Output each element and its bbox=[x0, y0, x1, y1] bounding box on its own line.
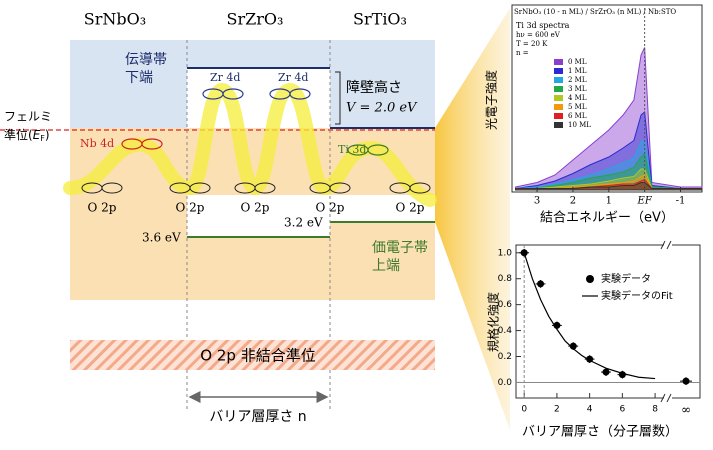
legend-label: 1 ML bbox=[568, 67, 587, 75]
data-point bbox=[682, 377, 690, 385]
d-orbitals bbox=[121, 88, 389, 156]
legend-label: 5 ML bbox=[568, 103, 587, 111]
x-axis-label: バリア層厚さ（分子層数） bbox=[522, 425, 678, 440]
o2p-label: O 2p bbox=[88, 201, 117, 215]
orbital-label: Ti 3d bbox=[338, 143, 366, 156]
legend-swatch bbox=[554, 68, 563, 74]
thickness-label: バリア層厚さ n bbox=[209, 409, 306, 425]
legend-marker bbox=[586, 275, 594, 283]
data-point bbox=[618, 371, 626, 379]
break-mark bbox=[660, 240, 672, 403]
x-tick-label: 8 bbox=[652, 405, 658, 415]
x-tick-label: 2 bbox=[554, 405, 560, 415]
data-point bbox=[602, 368, 610, 376]
y-axis-label: 光電子強度 bbox=[484, 70, 499, 130]
legend-swatch bbox=[554, 113, 563, 119]
legend-swatch bbox=[554, 59, 563, 65]
column-label: SrZrO₃ bbox=[227, 10, 284, 29]
cb-label: 下端 bbox=[125, 70, 153, 86]
x-tick-label: -1 bbox=[676, 196, 686, 207]
data-point bbox=[520, 249, 528, 257]
annotation: T = 20 K bbox=[516, 40, 548, 48]
legend-swatch bbox=[554, 86, 563, 92]
axis-break bbox=[664, 240, 672, 403]
x-tick-label: 4 bbox=[587, 405, 593, 415]
nonbonding-label: O 2p 非結合準位 bbox=[200, 347, 315, 365]
gap-label: 3.6 eV bbox=[142, 231, 181, 245]
o2p-label: O 2p bbox=[396, 201, 425, 215]
data-point bbox=[586, 355, 594, 363]
column-label: SrNbO₃ bbox=[84, 10, 146, 29]
gap-label: 3.2 eV bbox=[284, 216, 323, 230]
legend-swatch bbox=[554, 95, 563, 101]
annotation: hν = 600 eV bbox=[516, 31, 561, 39]
orbital-label: Nb 4d bbox=[80, 137, 114, 150]
orbital-label: Zr 4d bbox=[210, 71, 240, 84]
data-point bbox=[569, 342, 577, 350]
y-tick-label: 0.2 bbox=[498, 352, 512, 362]
plot-frame bbox=[511, 4, 703, 193]
plot-frame bbox=[515, 244, 701, 399]
legend-label: 0 ML bbox=[568, 58, 587, 66]
x-tick-label: ∞ bbox=[681, 403, 691, 417]
o2p-label: O 2p bbox=[176, 201, 205, 215]
x-tick-label: 0 bbox=[521, 405, 527, 415]
x-tick-label: 6 bbox=[619, 405, 625, 415]
y-tick-label: 0.0 bbox=[498, 378, 513, 388]
y-tick-label: 0.8 bbox=[498, 274, 513, 284]
cb-label: 伝導帯 bbox=[125, 52, 167, 68]
x-tick-label: 1 bbox=[606, 196, 612, 207]
legend-label: 10 ML bbox=[568, 121, 591, 129]
data-point bbox=[553, 321, 561, 329]
legend-label: 4 ML bbox=[568, 94, 587, 102]
x-tick-label: 2 bbox=[570, 196, 576, 207]
barrier-label: 障壁高さ bbox=[346, 79, 402, 96]
y-tick-label: 1.0 bbox=[498, 248, 513, 258]
fermi-label: フェルミ bbox=[4, 110, 52, 124]
orbitals bbox=[81, 182, 431, 194]
x-axis-label: 結合エネルギー（eV） bbox=[540, 211, 674, 226]
legend-label: 3 ML bbox=[568, 85, 587, 93]
annotation: Ti 3d spectra bbox=[516, 21, 570, 30]
barrier-value: V = 2.0 eV bbox=[346, 101, 418, 116]
data-point bbox=[537, 280, 545, 288]
legend-swatch bbox=[554, 77, 563, 83]
orbital-label: Zr 4d bbox=[278, 71, 308, 84]
y-tick-label: 0.4 bbox=[498, 326, 513, 336]
legend-label: 実験データのFit bbox=[601, 289, 673, 302]
y-axis-label: 規格化強度 bbox=[486, 292, 501, 352]
legend-label: 実験データ bbox=[601, 272, 651, 285]
legend-label: 2 ML bbox=[568, 76, 587, 84]
nonbonding-band bbox=[70, 340, 435, 370]
vb-label: 価電子帯 bbox=[372, 240, 428, 256]
fermi-label: 準位(EF) bbox=[4, 127, 50, 143]
zoom-funnel bbox=[435, 8, 510, 430]
x-tick-label: 3 bbox=[534, 196, 540, 207]
y-tick-label: 0.6 bbox=[498, 300, 513, 310]
legend-swatch bbox=[554, 104, 563, 110]
annotation: n = bbox=[516, 49, 529, 57]
gap-region bbox=[187, 195, 330, 237]
column-label: SrTiO₃ bbox=[353, 10, 407, 29]
o2p-label: O 2p bbox=[316, 201, 345, 215]
x-tick-label: EF bbox=[637, 196, 653, 207]
o2p-label: O 2p bbox=[241, 201, 270, 215]
legend-swatch bbox=[554, 122, 563, 128]
bracket bbox=[335, 71, 341, 125]
vb-label: 上端 bbox=[372, 258, 400, 274]
chart-title: SrNbO₃ (10 - n ML) / SrZrO₃ (n ML) / Nb:… bbox=[514, 8, 676, 16]
legend-label: 6 ML bbox=[568, 112, 587, 120]
